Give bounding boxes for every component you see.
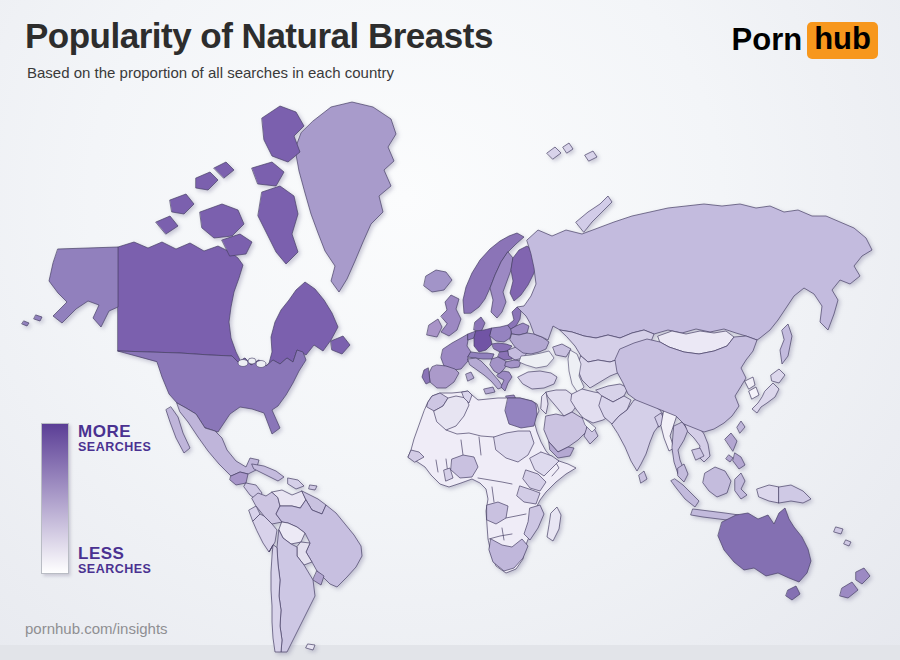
country-sicily (484, 387, 495, 394)
country-germany (474, 328, 492, 352)
country-new-zealand-south (840, 582, 858, 598)
country-thailand (672, 422, 688, 474)
country-canada-island (170, 194, 194, 214)
country-falklands (306, 644, 315, 650)
country-sumatra (671, 479, 699, 507)
country-australia (718, 508, 811, 582)
country-philippines (725, 433, 737, 451)
great-lakes (238, 360, 248, 367)
country-philippines (726, 455, 733, 462)
country-russia (517, 204, 872, 340)
country-turkey (518, 371, 557, 389)
great-lakes (256, 361, 266, 368)
country-france (441, 334, 471, 370)
country-poland (490, 325, 512, 342)
country-svalbard (563, 143, 573, 153)
country-newfoundland (331, 336, 350, 354)
country-portugal (422, 368, 430, 384)
country-malaysia (678, 464, 688, 482)
country-ireland (427, 319, 442, 337)
country-borneo (703, 467, 731, 497)
country-philippines (733, 453, 745, 469)
country-sulawesi (735, 473, 747, 499)
country-greenland (295, 102, 396, 292)
country-papua-new-guinea (779, 485, 811, 503)
country-japan-hokkaido (771, 369, 785, 383)
country-bulgaria (505, 360, 521, 368)
infographic-page: Popularity of Natural Breasts Based on t… (0, 0, 900, 660)
country-franz-josef (585, 151, 597, 161)
map-landmasses (22, 102, 872, 652)
country-papua-indonesia (757, 485, 779, 503)
country-new-zealand-north (856, 568, 870, 584)
country-sardinia (466, 372, 474, 381)
country-uk (441, 295, 461, 336)
country-canada-island (156, 216, 178, 234)
country-svalbard (547, 147, 561, 159)
country-canada-island (252, 162, 284, 186)
country-canada-island (196, 172, 218, 190)
country-madagascar (547, 507, 561, 541)
country-aleutians (22, 321, 29, 326)
country-sakhalin (780, 324, 792, 364)
country-usa (118, 350, 306, 434)
country-pacific-islands (834, 527, 843, 534)
country-iceland (424, 270, 452, 292)
country-canada-island (258, 186, 298, 264)
country-taiwan (737, 421, 745, 433)
country-tasmania (786, 586, 800, 600)
great-lakes (248, 358, 256, 364)
country-cuba (252, 464, 284, 481)
country-switzerland-austria (468, 352, 494, 359)
country-canada-island (214, 162, 234, 178)
country-puerto-rico (309, 485, 317, 490)
country-north-korea (745, 377, 755, 389)
country-sri-lanka (639, 471, 647, 483)
world-choropleth-map (0, 0, 900, 660)
country-canada-island (200, 204, 244, 238)
country-aleutians (34, 315, 42, 321)
country-pacific-islands (844, 540, 851, 546)
country-caucasus (553, 344, 571, 357)
country-south-korea (749, 387, 759, 399)
country-egypt (505, 398, 537, 428)
country-canada-island (262, 106, 304, 162)
country-alaska (49, 247, 118, 327)
country-hispaniola (288, 478, 304, 489)
